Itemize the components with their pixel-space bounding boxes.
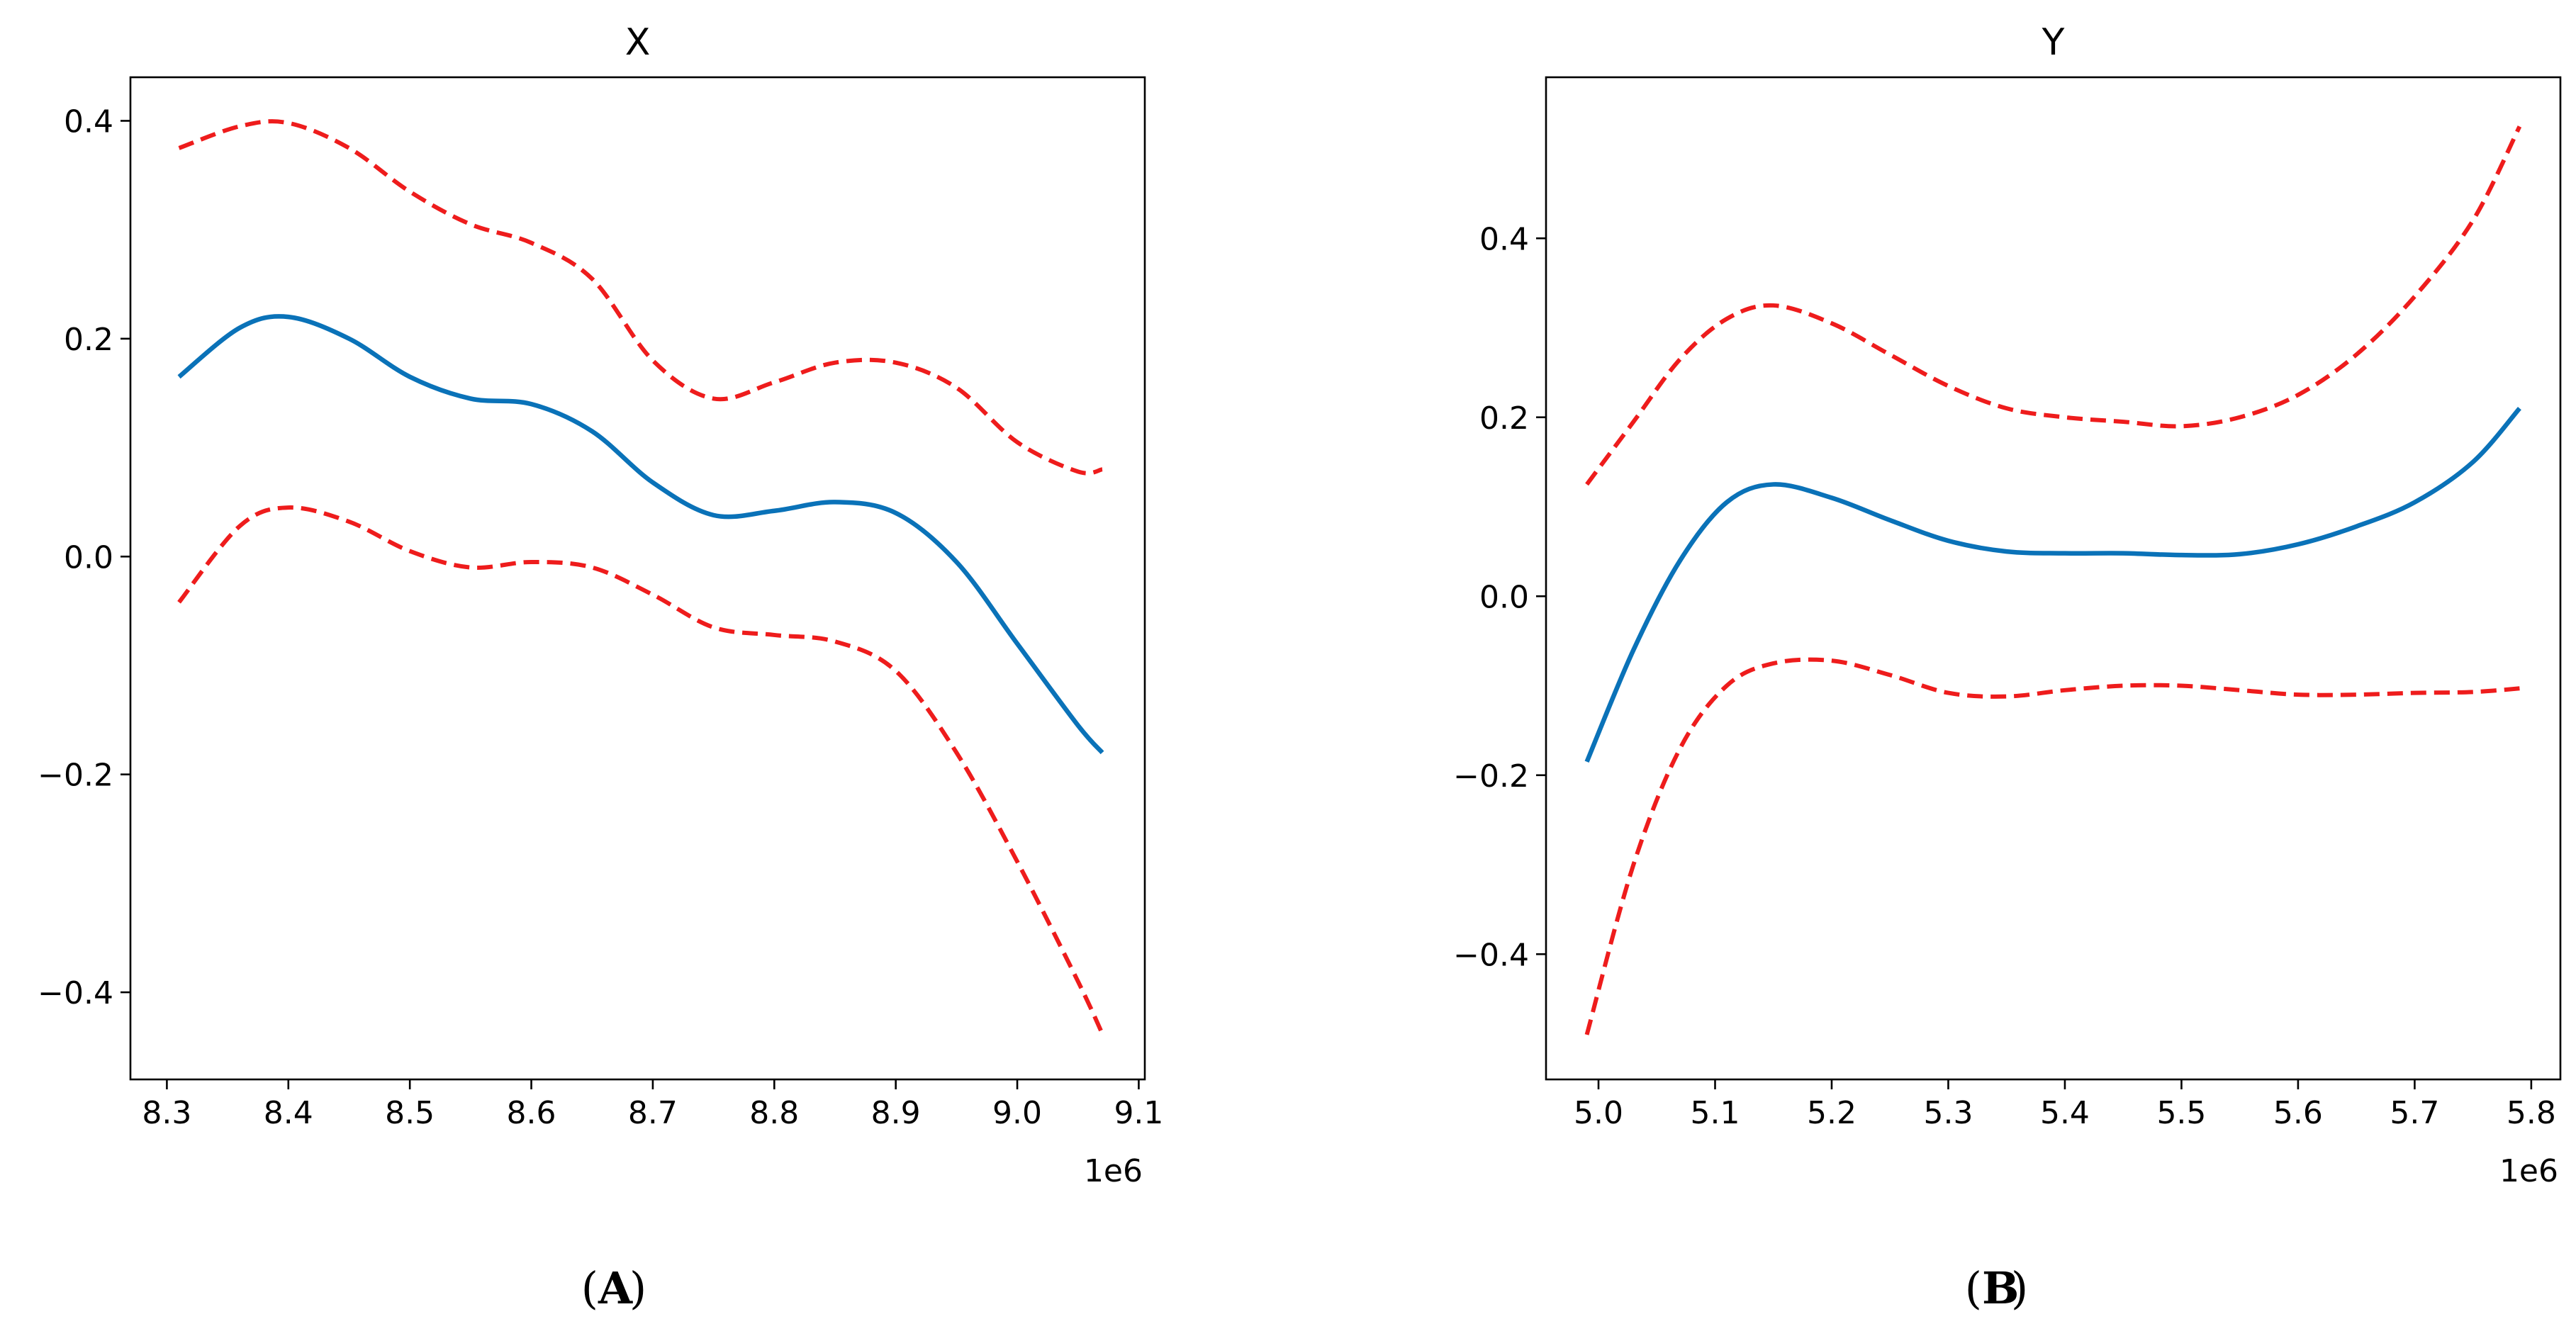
series-line-lower-x [177, 505, 1104, 1035]
axis-ticks-y: 5.0 5.1 5.2 5.3 5.4 5.5 5.6 5.7 5.8 −0.4 −0.2 0.0 0.… [1453, 221, 2556, 1131]
x-tick-label-y-1: 5.1 [1691, 1095, 1740, 1131]
plot-frame-x [129, 76, 1146, 1081]
x-tick-label-x-4: 8.7 [628, 1095, 678, 1131]
axis-ticks-x: 8.3 8.4 8.5 8.6 8.7 8.8 8.9 9.0 9.1 −0.4 −0.2 0.0 0.… [38, 103, 1163, 1131]
x-tick-label-y-5: 5.5 [2156, 1095, 2206, 1131]
x-tick-label-y-7: 5.7 [2390, 1095, 2439, 1131]
y-tick-label-x-0: −0.4 [38, 975, 113, 1011]
panel-caption-close-paren-x: ) [629, 1262, 646, 1314]
x-tick-label-x-6: 8.9 [871, 1095, 921, 1131]
y-tick-label-x-2: 0.0 [64, 539, 113, 576]
series-line-upper-y [1585, 125, 2522, 486]
y-tick-label-y-3: 0.2 [1479, 400, 1529, 437]
chart-panel-x: X 1e6 ( A ) 8.3 8.4 8.5 8.6 8.7 8.8 8.9 9.0 9.1 −… [38, 21, 1163, 1314]
x-tick-label-y-3: 5.3 [1923, 1095, 1973, 1131]
x-offset-label-y: 1e6 [2499, 1153, 2558, 1189]
y-tick-label-y-2: 0.0 [1479, 579, 1529, 615]
x-tick-label-x-7: 9.0 [992, 1095, 1042, 1131]
x-tick-label-y-8: 5.8 [2507, 1095, 2556, 1131]
x-tick-label-y-4: 5.4 [2040, 1095, 2090, 1131]
panel-caption-open-paren-x: ( [581, 1262, 598, 1314]
y-tick-label-x-3: 0.2 [64, 322, 113, 358]
x-tick-label-y-2: 5.2 [1807, 1095, 1857, 1131]
series-line-estimate-x [177, 314, 1104, 755]
chart-panel-y: Y 1e6 ( B ) 5.0 5.1 5.2 5.3 5.4 5.5 5.6 5.7 5.8 −… [1453, 21, 2562, 1314]
y-tick-label-x-4: 0.4 [64, 103, 113, 140]
panel-caption-close-paren-y: ) [2011, 1262, 2028, 1314]
series-line-lower-y [1584, 657, 2520, 1035]
x-tick-label-x-3: 8.6 [507, 1095, 556, 1131]
panel-caption-x: A [598, 1262, 633, 1314]
series-line-upper-x [178, 119, 1103, 476]
x-tick-label-x-8: 9.1 [1114, 1095, 1163, 1131]
x-tick-label-x-0: 8.3 [142, 1095, 191, 1131]
y-tick-label-y-4: 0.4 [1479, 221, 1529, 257]
series-group-y [1584, 125, 2522, 1035]
x-offset-label-x: 1e6 [1084, 1153, 1143, 1189]
series-group-x [177, 119, 1104, 1035]
plot-frame-y [1545, 76, 2562, 1081]
panel-caption-y: B [1982, 1262, 2019, 1314]
x-tick-label-x-2: 8.5 [385, 1095, 435, 1131]
chart-title-x: X [625, 21, 651, 64]
chart-title-y: Y [2042, 21, 2065, 64]
y-tick-label-y-0: −0.4 [1453, 937, 1529, 973]
series-line-estimate-y [1584, 406, 2521, 763]
panel-caption-open-paren-y: ( [1965, 1262, 1982, 1314]
x-tick-label-x-1: 8.4 [264, 1095, 313, 1131]
y-tick-label-x-1: −0.2 [38, 758, 113, 794]
y-tick-label-y-1: −0.2 [1453, 758, 1529, 795]
x-tick-label-y-0: 5.0 [1574, 1095, 1623, 1131]
x-tick-label-y-6: 5.6 [2273, 1095, 2323, 1131]
x-tick-label-x-5: 8.8 [749, 1095, 799, 1131]
